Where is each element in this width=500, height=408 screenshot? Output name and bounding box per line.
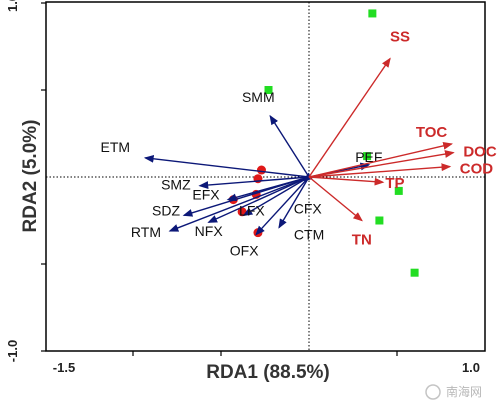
species-arrow-line xyxy=(278,176,310,229)
env-arrow-line xyxy=(308,150,455,178)
env-arrow-tn: TN xyxy=(308,176,372,249)
x-axis-title: RDA1 (88.5%) xyxy=(206,362,330,383)
species-arrow-sdz: SDZ xyxy=(152,176,310,218)
env-label: TOC xyxy=(416,124,448,141)
x-tick-label: 1.0 xyxy=(462,360,480,375)
species-label: ETM xyxy=(101,139,131,155)
species-label: LFX xyxy=(239,202,265,218)
species-arrow-line xyxy=(207,176,310,223)
watermark: 南海网 xyxy=(425,384,482,400)
sample-point-green xyxy=(410,268,419,277)
species-arrow-rtm: RTM xyxy=(131,176,310,240)
x-tick-label: -1.5 xyxy=(53,360,75,375)
species-label: EFX xyxy=(192,187,220,203)
env-arrow-line xyxy=(308,176,385,186)
y-axis-title: RDA2 (5.0%) xyxy=(20,120,41,233)
sample-point-green xyxy=(375,216,384,225)
env-arrow-line xyxy=(308,142,453,178)
species-arrow-nfx: NFX xyxy=(195,176,310,239)
env-arrow-ss: SS xyxy=(308,29,410,178)
env-label: DOC xyxy=(463,144,497,161)
watermark-text: 南海网 xyxy=(446,384,482,399)
species-arrow-line xyxy=(143,154,310,178)
species-arrow-line xyxy=(255,176,310,236)
species-label: SDZ xyxy=(152,202,180,218)
species-arrow-ctm: CTM xyxy=(278,176,324,242)
species-arrow-line xyxy=(269,114,310,178)
env-label: COD xyxy=(460,161,494,178)
env-arrow-line xyxy=(308,163,452,178)
env-arrow-doc: DOC xyxy=(308,144,497,178)
sample-point-green xyxy=(363,152,372,161)
species-arrow-smm: SMM xyxy=(242,89,310,178)
species-label: RTM xyxy=(131,224,161,240)
env-arrow-toc: TOC xyxy=(308,124,453,178)
sample-point-green xyxy=(394,186,403,195)
species-arrow-line xyxy=(302,172,313,182)
env-arrow-line xyxy=(308,176,363,222)
species-arrow-efx: EFX xyxy=(192,176,310,203)
species-arrow-line xyxy=(168,176,310,232)
species-label: SMM xyxy=(242,89,275,105)
env-arrow-line xyxy=(308,57,391,178)
sample-point-green xyxy=(368,9,377,18)
species-arrow-line xyxy=(182,176,310,217)
species-label: CTM xyxy=(294,226,324,242)
species-arrow-line xyxy=(242,176,310,217)
species-label: OFX xyxy=(230,242,259,258)
sample-point-red xyxy=(256,165,266,175)
species-arrow-lfx: LFX xyxy=(239,176,310,218)
species-arrow-cfx: CFX xyxy=(294,172,323,216)
species-label: NFX xyxy=(195,223,224,239)
plot-frame xyxy=(45,1,486,352)
species-arrow-etm: ETM xyxy=(101,139,310,178)
species-arrow-line xyxy=(198,176,310,189)
species-arrow-ofx: OFX xyxy=(230,176,310,258)
species-label: PEF xyxy=(355,149,382,165)
env-label: TP xyxy=(385,175,404,192)
env-label: SS xyxy=(390,29,410,46)
y-tick-label: -1.0 xyxy=(5,340,20,362)
species-arrow-smz: SMZ xyxy=(161,176,310,193)
y-tick-label: 1.0 xyxy=(5,0,20,12)
env-label: TN xyxy=(352,232,372,249)
sample-point-green xyxy=(264,86,273,94)
env-arrow-cod: COD xyxy=(308,161,494,178)
species-label: CFX xyxy=(294,200,323,216)
species-label: SMZ xyxy=(161,177,191,193)
env-arrow-tp: TP xyxy=(308,175,405,192)
